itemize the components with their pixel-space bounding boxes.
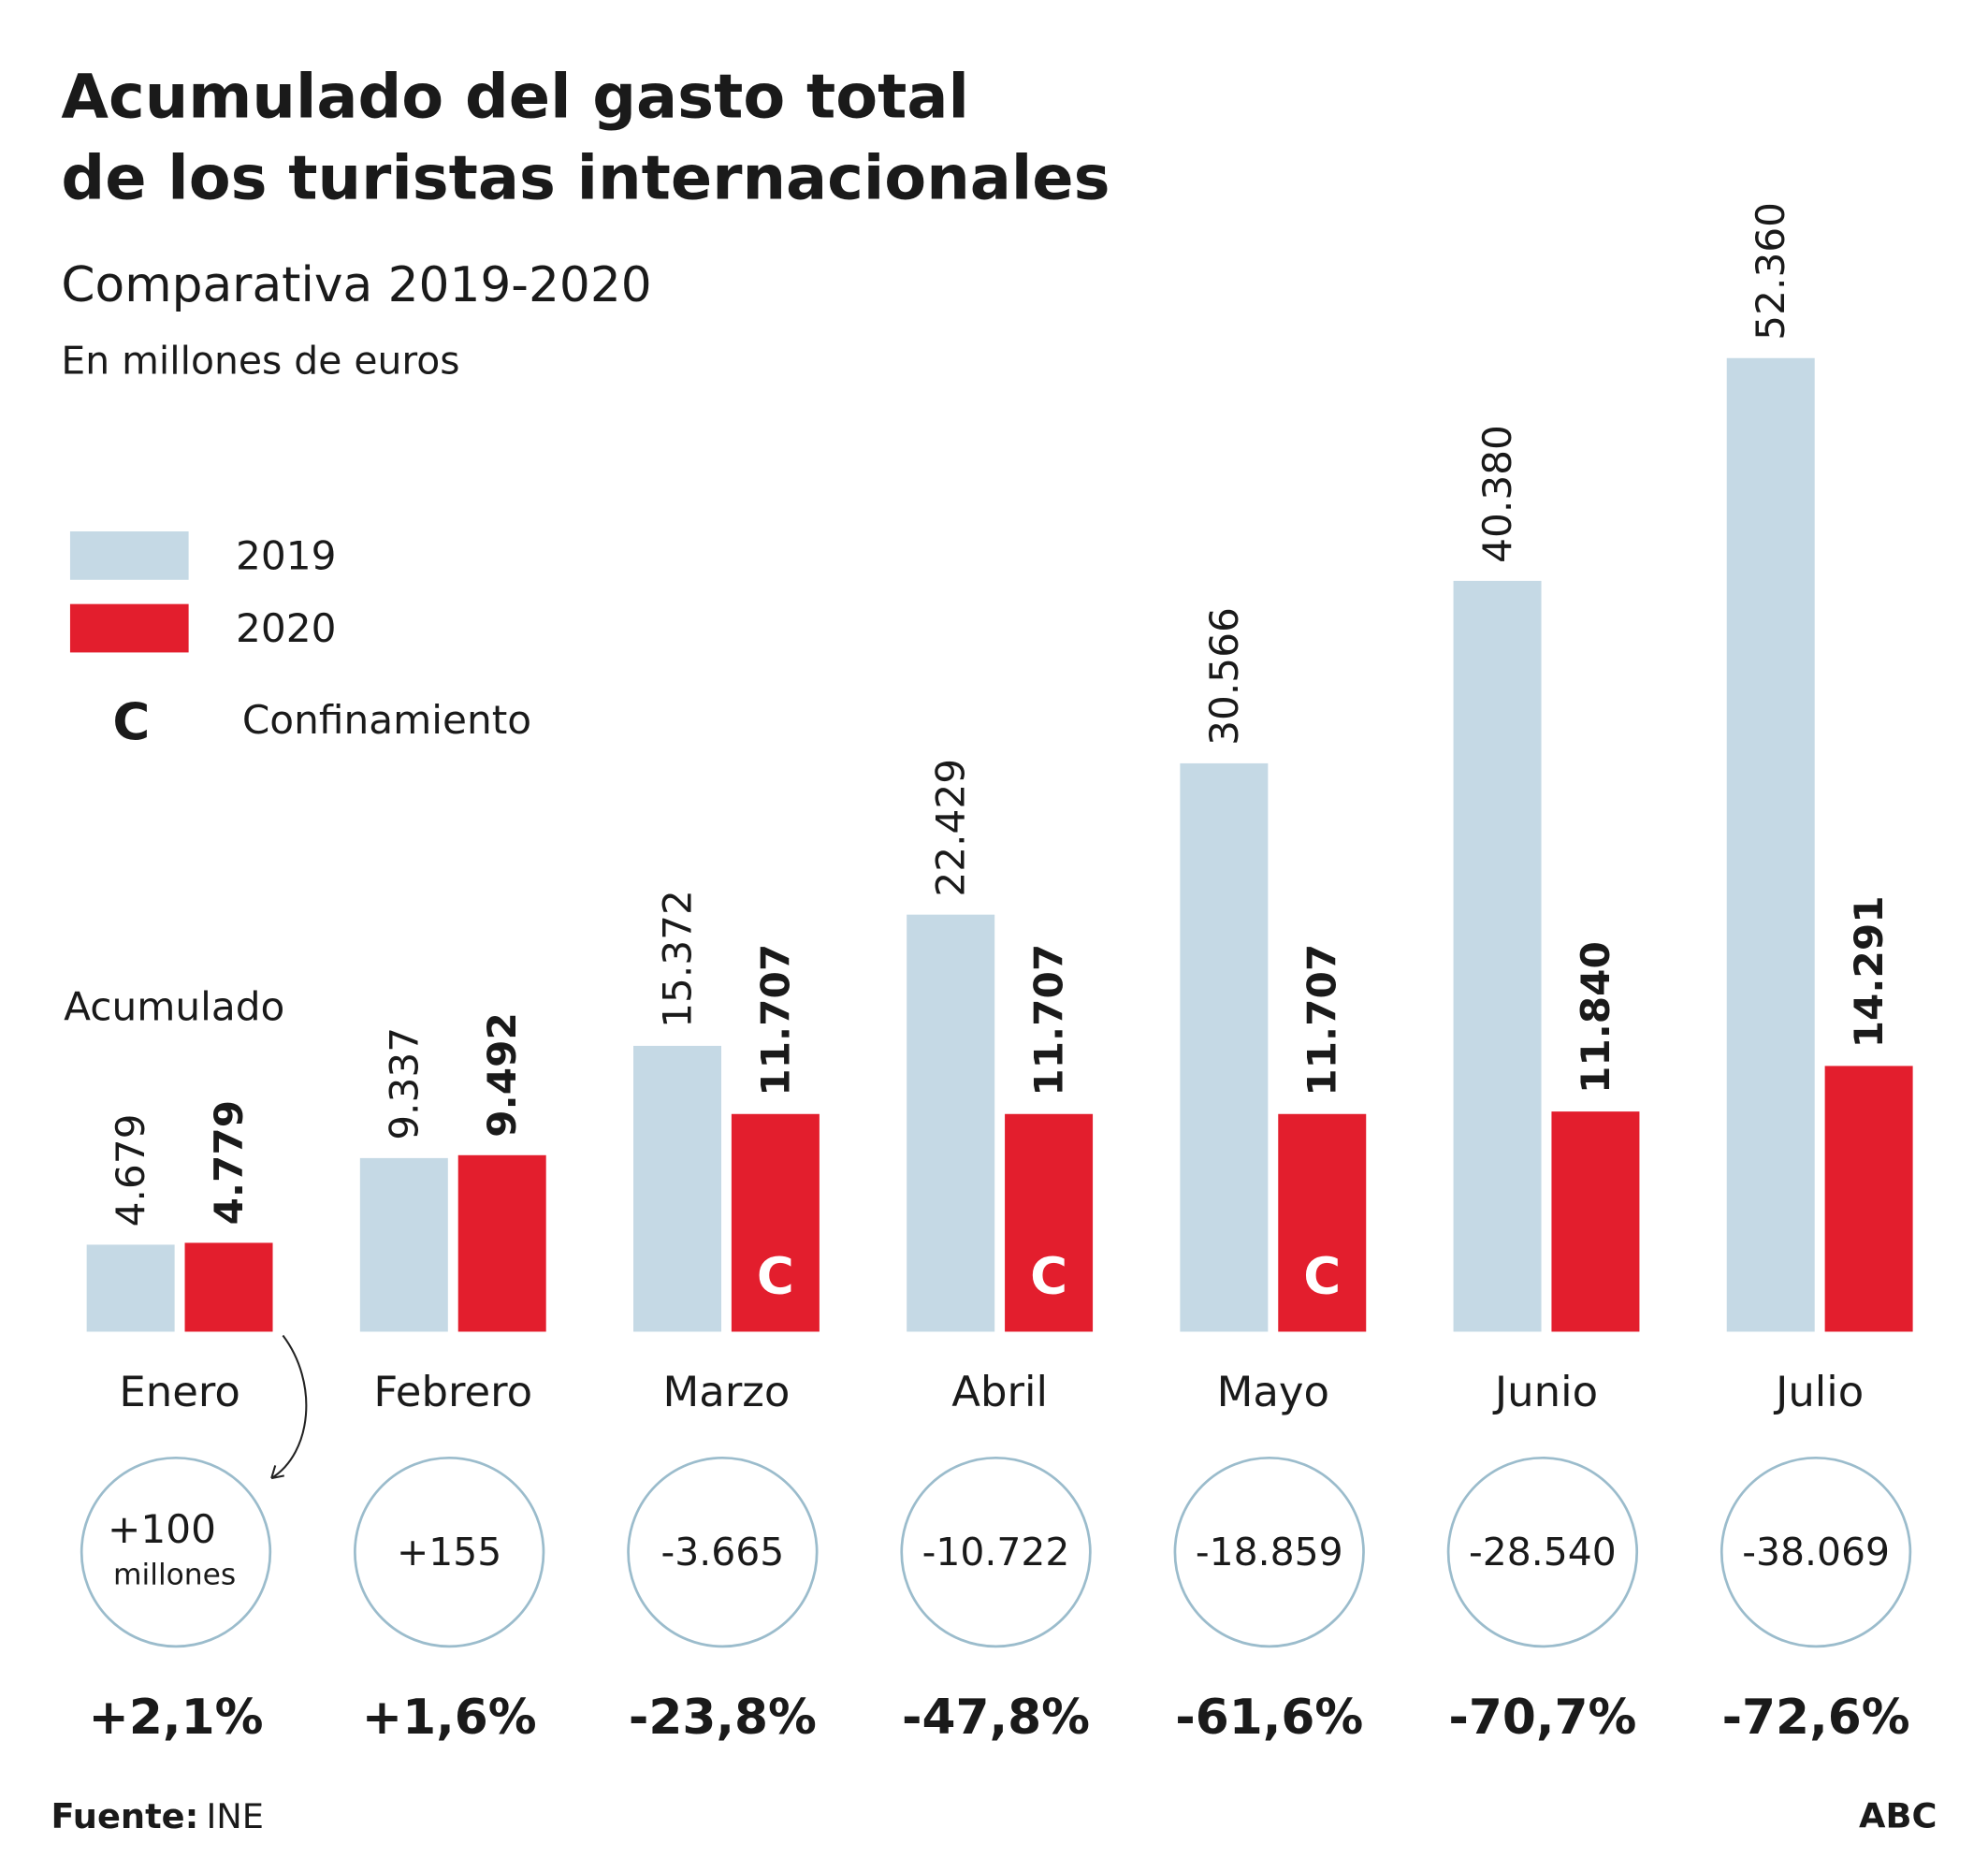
- change-percent: +2,1%: [89, 1690, 264, 1746]
- change-percent: -70,7%: [1448, 1690, 1636, 1746]
- value-label: 9.492: [479, 1012, 525, 1138]
- legend-lockdown-mark: C: [112, 691, 150, 751]
- change-percent: -72,6%: [1722, 1690, 1910, 1746]
- value-label: 11.707: [1026, 944, 1072, 1096]
- difference: -3.665: [661, 1530, 785, 1575]
- chart-title: Acumulado del gasto total: [61, 62, 969, 133]
- chart-subtitle: Comparativa 2019-2020: [61, 257, 651, 313]
- source-name: INE: [206, 1796, 264, 1836]
- bar: [633, 1045, 721, 1332]
- publisher: ABC: [1859, 1796, 1937, 1836]
- source-label: Fuente:: [51, 1796, 199, 1836]
- difference: +100: [108, 1506, 216, 1552]
- unit-note: En millones de euros: [61, 338, 459, 383]
- legend-swatch: [69, 603, 189, 653]
- value-label: 11.707: [752, 944, 798, 1096]
- x-tick-label: Mayo: [1217, 1367, 1329, 1416]
- source: Fuente: INE: [51, 1796, 265, 1836]
- bar: [907, 914, 995, 1332]
- change-percent: -23,8%: [629, 1690, 817, 1746]
- value-label: 11.707: [1299, 944, 1345, 1096]
- lockdown-mark: C: [757, 1246, 794, 1306]
- x-tick-label: Marzo: [663, 1367, 791, 1416]
- bar: [184, 1242, 273, 1332]
- bar: [1726, 357, 1815, 1332]
- x-tick-label: Abril: [951, 1367, 1048, 1416]
- bar: [457, 1154, 546, 1332]
- difference: -10.722: [922, 1530, 1070, 1575]
- difference-circle: [80, 1456, 272, 1648]
- difference-circle: [900, 1456, 1092, 1648]
- difference: -28.540: [1469, 1530, 1617, 1575]
- value-label: 11.840: [1573, 941, 1618, 1094]
- value-label: 4.779: [206, 1100, 252, 1226]
- value-label-heading: Acumulado: [64, 984, 284, 1030]
- x-tick-label: Junio: [1492, 1367, 1598, 1416]
- value-label: 30.566: [1201, 607, 1247, 746]
- value-label: 40.380: [1474, 425, 1520, 563]
- bar: [1005, 1113, 1094, 1332]
- value-label: 22.429: [928, 759, 974, 897]
- x-tick-label: Febrero: [373, 1367, 532, 1416]
- value-label: 52.360: [1748, 202, 1793, 341]
- chart-title: de los turistas internacionales: [61, 143, 1110, 214]
- x-tick-label: Julio: [1773, 1367, 1864, 1416]
- difference-circle: [354, 1456, 545, 1648]
- value-label: 14.291: [1846, 895, 1892, 1048]
- annotation-arrowhead: [270, 1465, 284, 1480]
- change-percent: -61,6%: [1175, 1690, 1363, 1746]
- bar: [1824, 1066, 1913, 1332]
- difference-circle: [1173, 1456, 1365, 1648]
- bar: [1453, 580, 1542, 1332]
- lockdown-mark: C: [1030, 1246, 1067, 1306]
- x-tick-label: Enero: [119, 1367, 240, 1416]
- annotation-arrow: [270, 1334, 308, 1479]
- difference: +155: [397, 1530, 501, 1575]
- change-percent: -47,8%: [902, 1690, 1090, 1746]
- legend-lockdown-label: Confinamiento: [242, 697, 531, 743]
- bar: [359, 1157, 448, 1332]
- value-label: 15.372: [655, 890, 701, 1028]
- bar: [86, 1244, 175, 1332]
- difference-circle: [1720, 1456, 1912, 1648]
- bar: [1278, 1113, 1367, 1332]
- legend-swatch: [69, 531, 189, 580]
- value-label: 9.337: [381, 1027, 427, 1140]
- lockdown-mark: C: [1303, 1246, 1341, 1306]
- change-percent: +1,6%: [362, 1690, 537, 1746]
- value-label: 4.679: [108, 1114, 153, 1227]
- legend-label: 2020: [236, 605, 336, 651]
- difference-unit: millones: [113, 1559, 236, 1592]
- difference-circle: [1446, 1456, 1639, 1648]
- difference: -18.859: [1196, 1530, 1343, 1575]
- difference-circle: [627, 1456, 819, 1648]
- legend-label: 2019: [236, 532, 336, 578]
- bar: [1180, 762, 1269, 1332]
- bar: [1551, 1111, 1640, 1332]
- difference: -38.069: [1742, 1530, 1890, 1575]
- bar: [731, 1113, 820, 1332]
